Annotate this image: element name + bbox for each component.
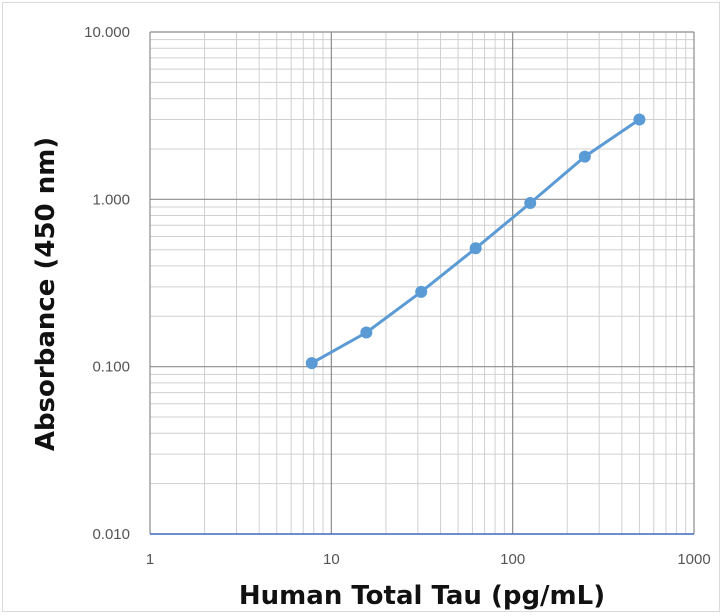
- x-tick-label: 100: [500, 551, 525, 568]
- data-point: [305, 357, 318, 370]
- y-tick-label: 0.100: [92, 359, 130, 376]
- data-point: [633, 113, 646, 126]
- data-point: [578, 150, 591, 163]
- data-point: [524, 197, 537, 210]
- y-axis-title: Absorbance (450 nm): [31, 137, 61, 451]
- x-tick-labels: 1 10 100 1000: [146, 551, 711, 568]
- y-tick-label: 0.010: [92, 526, 130, 543]
- x-axis-title: Human Total Tau (pg/mL): [239, 581, 605, 611]
- x-tick-label: 1: [146, 551, 154, 568]
- data-point: [360, 326, 373, 339]
- y-tick-label: 10.000: [84, 24, 130, 41]
- data-points: [305, 113, 646, 370]
- minor-gridlines: [150, 32, 694, 534]
- data-point: [469, 242, 482, 255]
- data-point: [415, 285, 428, 298]
- y-tick-label: 1.000: [92, 191, 130, 208]
- y-tick-labels: 0.010 0.100 1.000 10.000: [84, 24, 130, 543]
- x-tick-label: 1000: [677, 551, 710, 568]
- major-gridlines: [149, 31, 695, 535]
- x-tick-label: 10: [323, 551, 340, 568]
